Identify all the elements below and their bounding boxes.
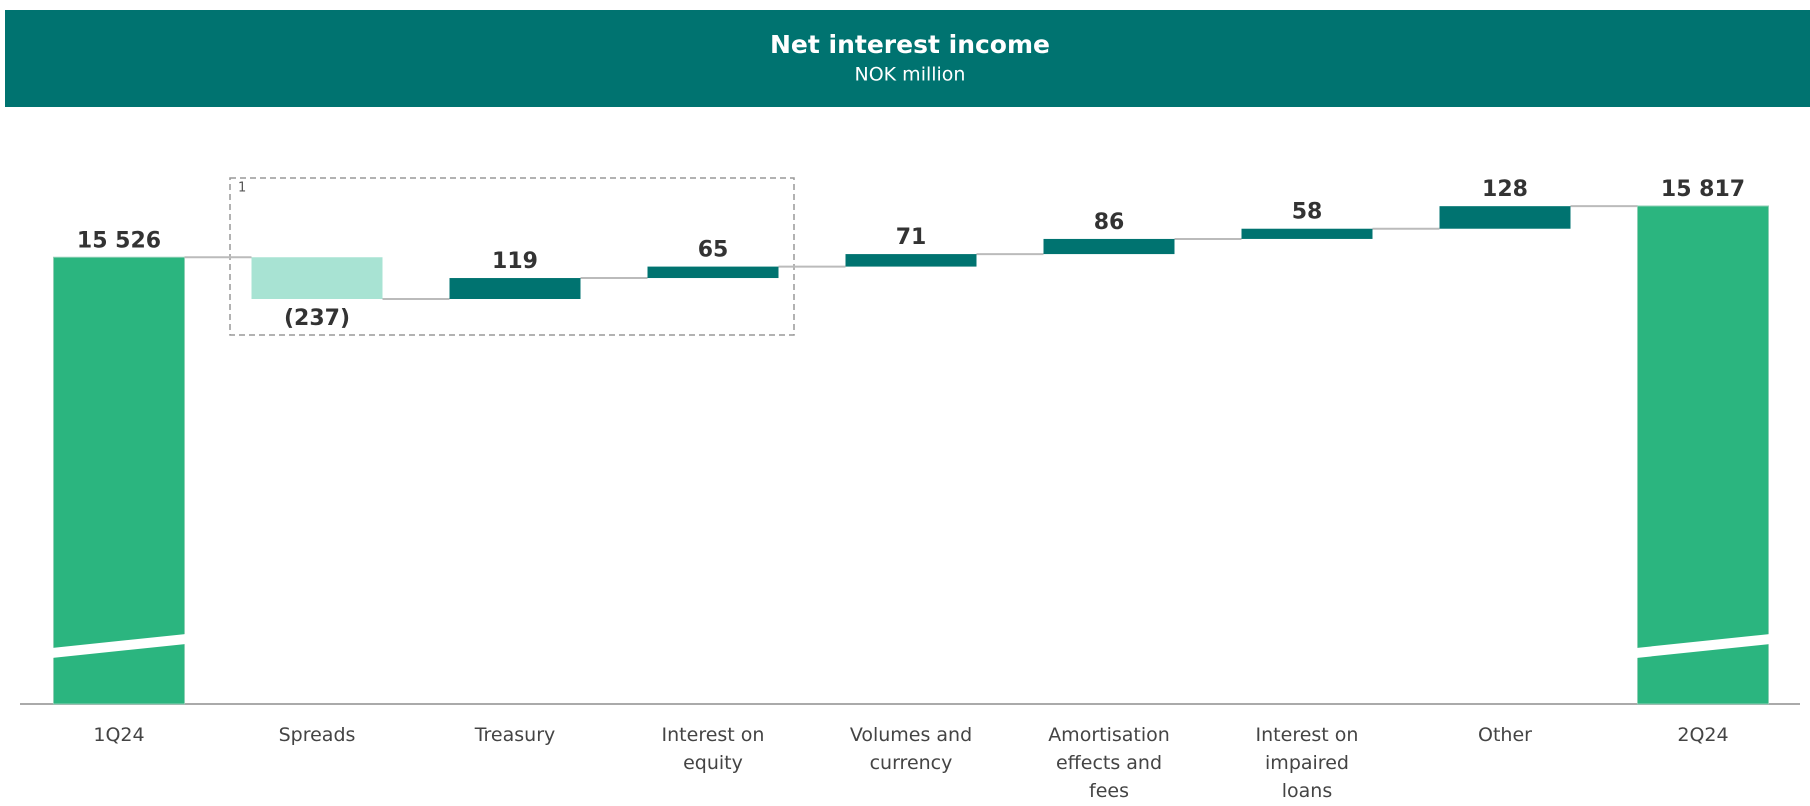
bar — [647, 266, 779, 279]
value-label: 86 — [1094, 210, 1125, 235]
axis-break — [1597, 630, 1809, 662]
chart-subtitle: NOK million — [855, 64, 966, 86]
bar — [1043, 238, 1175, 255]
category-label: Interest on equity — [661, 724, 765, 774]
category-label: 2Q24 — [1677, 724, 1729, 746]
axis-break — [13, 630, 225, 662]
bar — [251, 257, 383, 299]
value-label: 15 526 — [77, 228, 161, 253]
bar — [1439, 206, 1571, 229]
category-label: Spreads — [278, 724, 356, 746]
header-band — [5, 10, 1810, 107]
category-label: Interest on impaired loans — [1255, 724, 1359, 802]
bar — [1241, 228, 1373, 239]
value-label: 58 — [1292, 200, 1323, 225]
bar — [1637, 205, 1769, 705]
value-label: 119 — [492, 249, 538, 274]
value-label: 71 — [896, 225, 927, 250]
category-label: Volumes and currency — [849, 724, 973, 774]
chart-title: Net interest income — [770, 30, 1050, 59]
box-label: 1 — [238, 181, 246, 196]
category-label: Treasury — [474, 724, 556, 746]
bar — [449, 278, 581, 299]
category-label: Amortisation effects and fees — [1048, 724, 1170, 802]
value-label: 65 — [698, 238, 729, 263]
value-label: 15 817 — [1661, 177, 1745, 202]
value-label: (237) — [284, 306, 350, 331]
bar — [845, 254, 977, 267]
category-label: Other — [1478, 724, 1532, 746]
category-label: 1Q24 — [93, 724, 145, 746]
bar — [53, 256, 185, 705]
value-label: 128 — [1482, 177, 1528, 202]
